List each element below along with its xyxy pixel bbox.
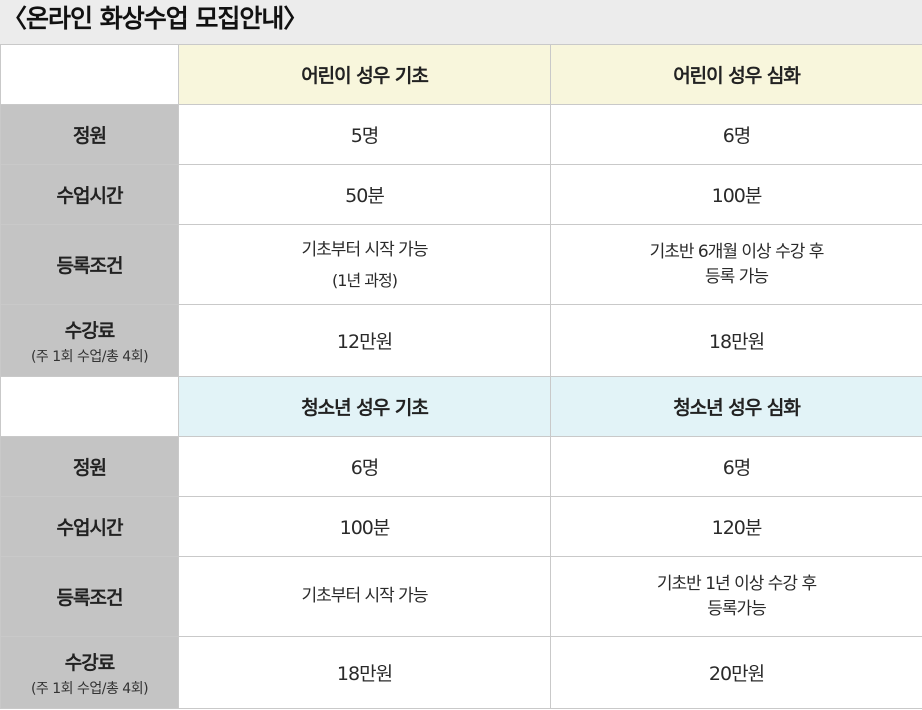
header-corner-cell xyxy=(0,44,179,105)
fee-value: 12만원 xyxy=(178,304,551,377)
capacity-value: 6명 xyxy=(550,104,922,165)
header-corner-cell xyxy=(0,376,179,437)
condition-value: 기초부터 시작 가능 xyxy=(178,556,551,637)
fee-value: 18만원 xyxy=(178,636,551,709)
row-label-capacity: 정원 xyxy=(0,436,179,497)
table-row: 정원 5명 6명 xyxy=(0,104,922,165)
row-label-condition: 등록조건 xyxy=(0,224,179,305)
fee-value: 18만원 xyxy=(550,304,922,377)
condition-value: 기초반 6개월 이상 수강 후 등록 가능 xyxy=(550,224,922,305)
fee-sublabel: (주 1회 수업/총 4회) xyxy=(30,348,149,365)
capacity-value: 5명 xyxy=(178,104,551,165)
course-header-teen-advanced: 청소년 성우 심화 xyxy=(550,376,922,437)
condition-value: 기초반 1년 이상 수강 후 등록가능 xyxy=(550,556,922,637)
table-header-row: 청소년 성우 기초 청소년 성우 심화 xyxy=(0,376,922,437)
table-row: 수업시간 50분 100분 xyxy=(0,164,922,225)
row-label-duration: 수업시간 xyxy=(0,496,179,557)
course-header-kids-advanced: 어린이 성우 심화 xyxy=(550,44,922,105)
condition-subline: (1년 과정) xyxy=(332,271,398,290)
row-label-fee: 수강료 (주 1회 수업/총 4회) xyxy=(0,304,179,377)
condition-line: 기초반 6개월 이상 수강 후 xyxy=(649,241,825,262)
capacity-value: 6명 xyxy=(178,436,551,497)
table-row: 수업시간 100분 120분 xyxy=(0,496,922,557)
fee-sublabel: (주 1회 수업/총 4회) xyxy=(30,680,149,697)
course-header-teen-basic: 청소년 성우 기초 xyxy=(178,376,551,437)
duration-value: 50분 xyxy=(178,164,551,225)
row-label-capacity: 정원 xyxy=(0,104,179,165)
condition-line: 기초부터 시작 가능 xyxy=(301,586,429,606)
row-label-condition: 등록조건 xyxy=(0,556,179,637)
duration-value: 100분 xyxy=(550,164,922,225)
table-row: 정원 6명 6명 xyxy=(0,436,922,497)
table-row: 등록조건 기초부터 시작 가능 (1년 과정) 기초반 6개월 이상 수강 후 … xyxy=(0,224,922,305)
row-label-duration: 수업시간 xyxy=(0,164,179,225)
condition-value: 기초부터 시작 가능 (1년 과정) xyxy=(178,224,551,305)
table-row: 수강료 (주 1회 수업/총 4회) 12만원 18만원 xyxy=(0,304,922,377)
fee-label: 수강료 xyxy=(64,651,115,674)
course-header-kids-basic: 어린이 성우 기초 xyxy=(178,44,551,105)
condition-line: 기초부터 시작 가능 xyxy=(301,240,429,260)
table-row: 수강료 (주 1회 수업/총 4회) 18만원 20만원 xyxy=(0,636,922,709)
condition-line: 기초반 1년 이상 수강 후 xyxy=(656,573,817,594)
duration-value: 100분 xyxy=(178,496,551,557)
table-row: 등록조건 기초부터 시작 가능 기초반 1년 이상 수강 후 등록가능 xyxy=(0,556,922,637)
enrollment-table: 어린이 성우 기초 어린이 성우 심화 정원 5명 6명 수업시간 50분 10… xyxy=(0,44,922,709)
duration-value: 120분 xyxy=(550,496,922,557)
fee-label: 수강료 xyxy=(64,319,115,342)
condition-line: 등록가능 xyxy=(707,598,767,619)
table-header-row: 어린이 성우 기초 어린이 성우 심화 xyxy=(0,44,922,105)
page-title: 〈온라인 화상수업 모집안내〉 xyxy=(0,0,922,44)
fee-value: 20만원 xyxy=(550,636,922,709)
condition-line: 등록 가능 xyxy=(705,266,769,287)
capacity-value: 6명 xyxy=(550,436,922,497)
row-label-fee: 수강료 (주 1회 수업/총 4회) xyxy=(0,636,179,709)
